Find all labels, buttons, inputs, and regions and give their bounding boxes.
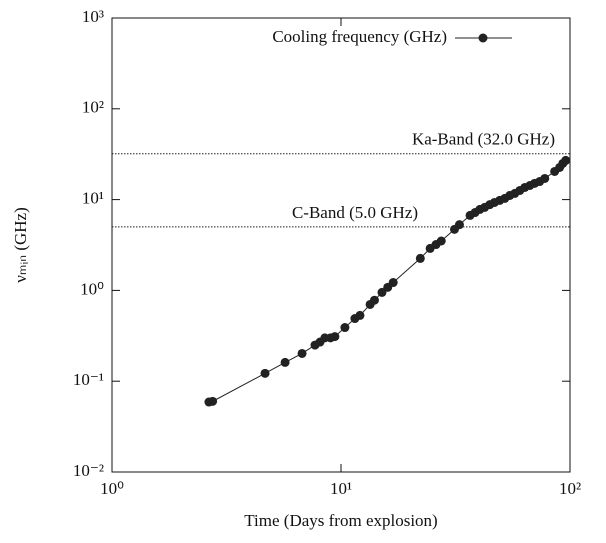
y-tick-label: 10⁻¹	[73, 370, 104, 389]
x-tick-label: 10⁰	[100, 479, 124, 498]
data-point	[340, 323, 350, 333]
y-tick-label: 10⁻²	[73, 461, 104, 480]
data-point	[415, 253, 425, 263]
data-point	[561, 155, 571, 165]
data-point	[369, 295, 379, 305]
data-point	[454, 220, 464, 230]
plot-frame	[111, 17, 571, 473]
y-tick-label: 10⁰	[80, 279, 104, 298]
reference-label: Ka-Band (32.0 GHz)	[412, 130, 555, 149]
data-point	[280, 357, 290, 367]
y-tick-label: 10²	[82, 98, 104, 117]
data-point	[436, 236, 446, 246]
legend-marker	[478, 33, 488, 43]
data-point	[297, 348, 307, 358]
y-tick-label: 10¹	[82, 189, 104, 208]
data-point	[388, 278, 398, 288]
legend-label: Cooling frequency (GHz)	[272, 27, 447, 46]
x-axis-label: Time (Days from explosion)	[244, 511, 437, 530]
x-tick-label: 10¹	[330, 479, 352, 498]
data-point	[355, 310, 365, 320]
y-axis-label: νₘᵢₙ (GHz)	[11, 207, 30, 283]
x-tick-label: 10²	[559, 479, 581, 498]
data-point	[330, 332, 340, 342]
y-tick-label: 10³	[82, 7, 104, 26]
data-point	[540, 173, 550, 183]
reference-label: C-Band (5.0 GHz)	[292, 203, 418, 222]
data-point	[260, 368, 270, 378]
data-point	[208, 396, 218, 406]
